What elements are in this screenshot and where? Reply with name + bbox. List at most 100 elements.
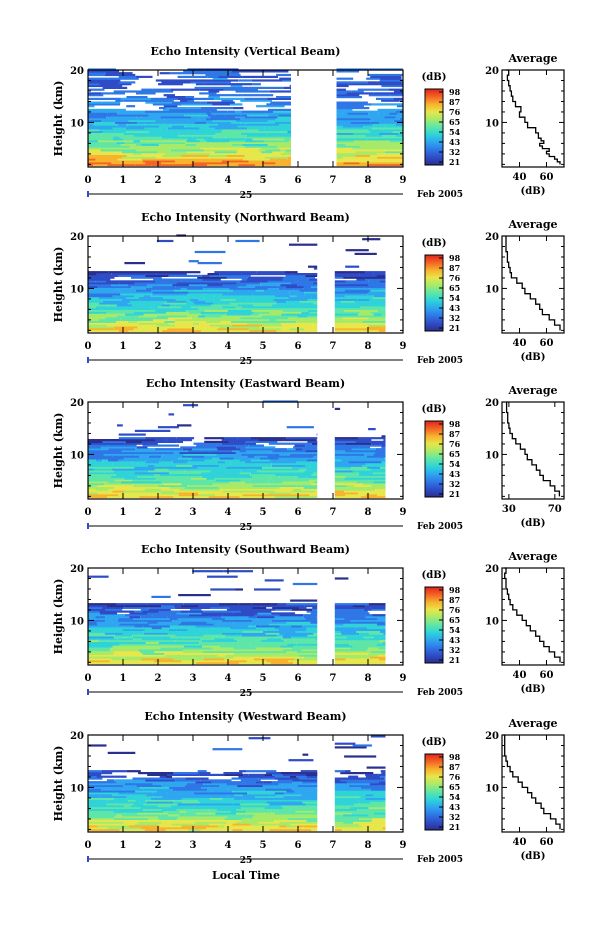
heatmap-cell: [88, 576, 109, 578]
heatmap-cell: [254, 588, 280, 590]
heatmap-cell: [88, 783, 107, 785]
heatmap-cell: [175, 160, 200, 162]
heatmap-cell: [246, 138, 253, 140]
heatmap-cell: [312, 293, 317, 295]
heatmap-cell: [154, 772, 174, 774]
heatmap-cell: [210, 290, 233, 292]
heatmap-cell: [199, 127, 214, 129]
heatmap-cell: [370, 783, 386, 785]
heatmap-cell: [335, 616, 366, 618]
heatmap-cell: [124, 789, 144, 791]
heatmap-cell: [154, 465, 176, 467]
heatmap-cell: [164, 653, 199, 655]
heatmap-cell: [198, 770, 207, 772]
heatmap-cell: [285, 271, 298, 273]
heatmap-cell: [165, 118, 170, 120]
heatmap-cell: [353, 605, 365, 607]
heatmap-cell: [239, 481, 245, 483]
heatmap-cell: [240, 118, 275, 120]
heatmap-cell: [282, 315, 290, 317]
heatmap-cell: [361, 825, 385, 827]
y-tick-label: 10: [70, 450, 84, 461]
heatmap-cell: [275, 792, 285, 794]
heatmap-cell: [308, 310, 317, 312]
heatmap-cell: [102, 481, 109, 483]
heatmap-cell: [161, 81, 191, 83]
x-tick-label: 3: [190, 175, 197, 186]
heatmap-cell: [133, 778, 143, 780]
x-tick-label: 0: [85, 507, 92, 518]
heatmap-cell: [238, 79, 252, 81]
heatmap-cell: [159, 107, 166, 109]
avg-title: Average: [507, 384, 557, 397]
heatmap-cell: [122, 814, 145, 816]
heatmap-cell: [242, 798, 278, 800]
heatmap-cell: [115, 783, 124, 785]
colorbar-tick-label: 87: [449, 595, 460, 605]
heatmap-cell: [182, 662, 196, 664]
x-tick-label: 1: [120, 840, 127, 851]
heatmap-cell: [261, 284, 281, 286]
panel-title: Echo Intensity (Southward Beam): [141, 543, 350, 556]
heatmap-cell: [342, 113, 347, 115]
heatmap-cell: [335, 770, 345, 772]
heatmap-cell: [143, 809, 162, 811]
heatmap-cell: [88, 653, 113, 655]
heatmap-cell: [277, 647, 292, 649]
heatmap-cell: [234, 798, 242, 800]
heatmap-cell: [343, 814, 369, 816]
heatmap-cell: [196, 803, 232, 805]
x-tick-label: 4: [225, 341, 232, 352]
heatmap-cell: [88, 616, 95, 618]
heatmap-cells: [88, 735, 386, 831]
heatmap-cell: [153, 792, 168, 794]
heatmap-cell: [291, 625, 302, 627]
heatmap-cell: [337, 102, 368, 104]
heatmap-cell: [115, 326, 138, 328]
heatmap-cell: [200, 102, 207, 104]
heatmap-cell: [202, 476, 237, 478]
heatmap-cell: [303, 825, 317, 827]
heatmap-cell: [389, 113, 397, 115]
heatmap-cell: [284, 792, 307, 794]
heatmap-cell: [88, 772, 112, 774]
heatmap-cell: [95, 616, 105, 618]
heatmap-cell: [229, 481, 238, 483]
heatmap-cell: [110, 310, 144, 312]
heatmap-cell: [305, 450, 317, 452]
heatmap-cell: [335, 330, 364, 332]
heatmap-cell: [121, 481, 135, 483]
heatmap-cell: [283, 310, 308, 312]
heatmap-cell: [381, 445, 385, 447]
heatmap-cell: [88, 98, 121, 100]
heatmap-cell: [113, 127, 126, 129]
heatmap-cell: [129, 825, 142, 827]
heatmap-cell: [88, 290, 119, 292]
heatmap-cell: [398, 113, 403, 115]
avg-x-tick-label: 60: [540, 172, 554, 183]
heatmap-cell: [380, 450, 386, 452]
heatmap-cell: [214, 127, 233, 129]
heatmap-cell: [240, 496, 276, 498]
heatmap-cell: [231, 330, 250, 332]
heatmap-cell: [365, 271, 385, 273]
heatmap-cell: [94, 124, 119, 126]
heatmap-cell: [253, 293, 289, 295]
heatmap-cell: [238, 164, 255, 166]
heatmap-cell: [190, 299, 199, 301]
colorbar-tick-label: 98: [449, 253, 461, 263]
heatmap-cell: [257, 271, 285, 273]
date-month-year: Feb 2005: [417, 688, 463, 698]
heatmap-cell: [344, 755, 376, 757]
heatmap-cell: [189, 459, 205, 461]
heatmap-cell: [368, 113, 378, 115]
heatmap-cell: [207, 102, 235, 104]
heatmap-cell: [236, 299, 248, 301]
heatmap-cell: [314, 481, 317, 483]
colorbar-unit: (dB): [422, 570, 447, 581]
heatmap-cell: [248, 625, 256, 627]
heatmap-cell: [353, 744, 372, 746]
heatmap-cell: [122, 299, 140, 301]
heatmap-cell: [138, 118, 165, 120]
heatmap-cell: [158, 426, 179, 428]
